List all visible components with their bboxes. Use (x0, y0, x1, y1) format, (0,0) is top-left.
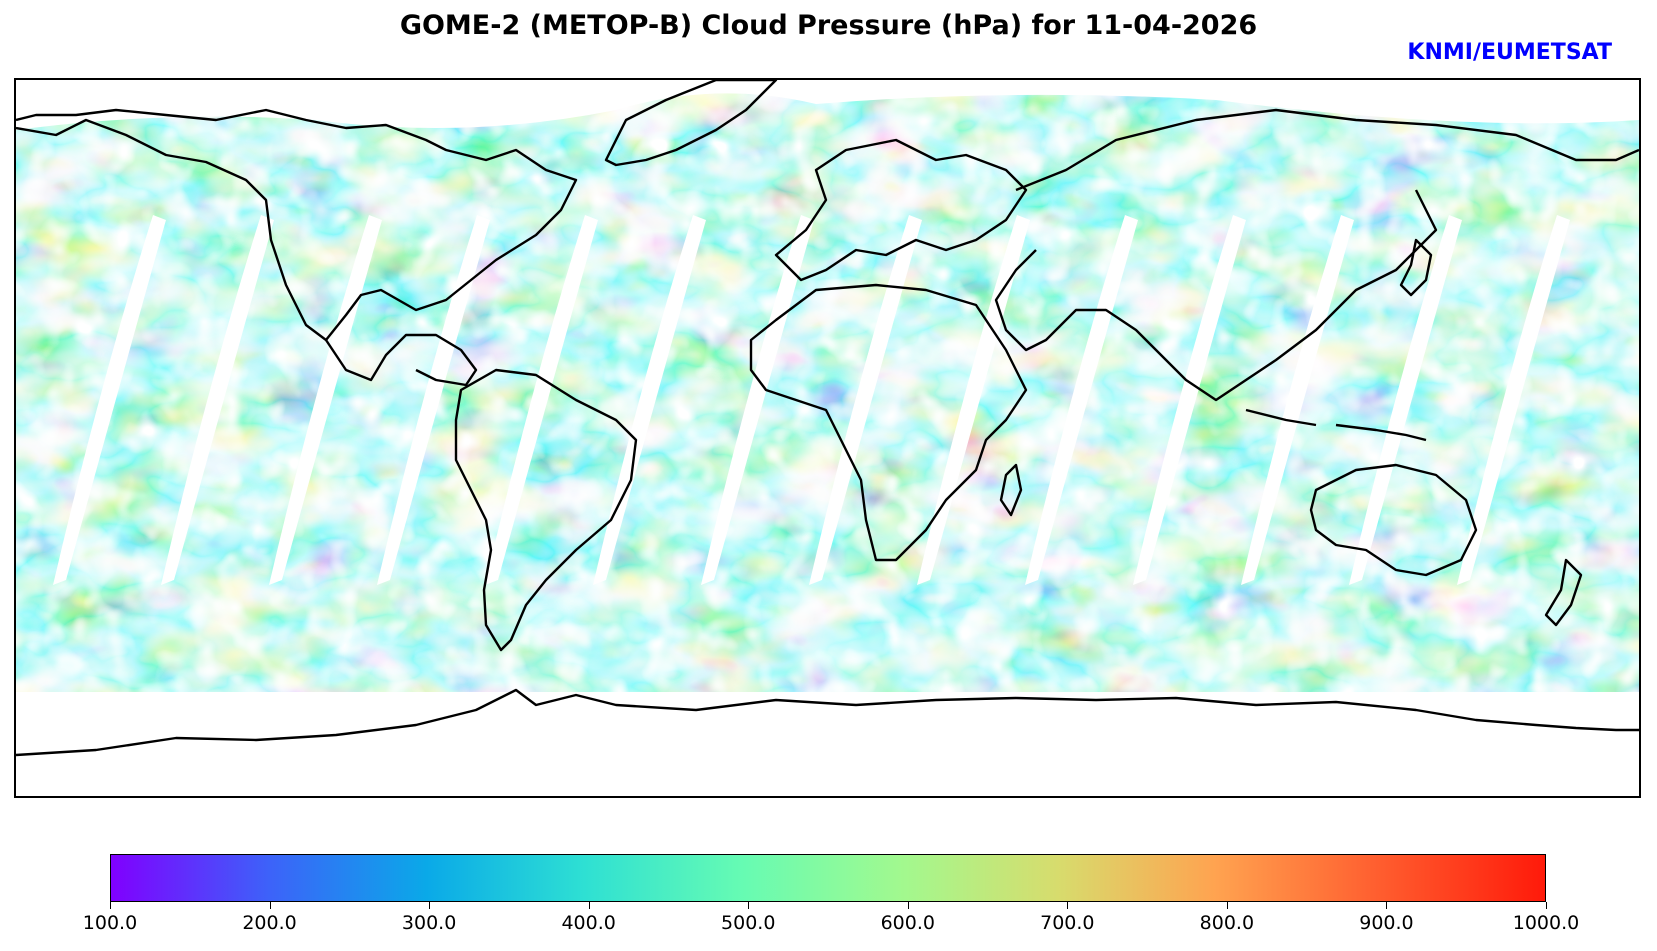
colorbar-tick-label: 400.0 (561, 912, 616, 934)
colorbar-tick-label: 900.0 (1359, 912, 1414, 934)
orbit-gap (1457, 215, 1570, 585)
orbit-gap (1133, 215, 1246, 585)
orbit-gap (53, 215, 166, 585)
japan-coast (1399, 238, 1433, 297)
colorbar-tick-label: 700.0 (1040, 912, 1095, 934)
orbit-gap (809, 215, 922, 585)
orbit-gap (1025, 215, 1138, 585)
asia-coast (994, 108, 1639, 402)
africa-coast (749, 283, 1028, 562)
south-america-coast (454, 368, 638, 652)
orbit-gap (161, 215, 274, 585)
chart-title: GOME-2 (METOP-B) Cloud Pressure (hPa) fo… (399, 10, 1258, 41)
orbit-gap (377, 215, 490, 585)
orbit-gap (701, 215, 814, 585)
colorbar-tick (429, 902, 431, 909)
colorbar-tick-label: 200.0 (242, 912, 297, 934)
colorbar-tick-label: 300.0 (401, 912, 457, 934)
orbit-gap (593, 215, 706, 585)
colorbar-tick-label: 500.0 (721, 912, 776, 934)
colorbar-tick-label: 1000.0 (1512, 912, 1580, 934)
polar-no-data (16, 80, 1639, 796)
colorbar-tick (1386, 902, 1388, 909)
colorbar (110, 854, 1546, 902)
colorbar-tick-label: 600.0 (880, 912, 935, 934)
antarctica-coast (16, 688, 1639, 757)
cloud-pressure-field (16, 90, 1639, 695)
central-america-coast (325, 333, 478, 387)
orbit-gaps (53, 215, 1570, 585)
orbit-gap (1349, 215, 1462, 585)
orbit-gap (485, 215, 598, 585)
colorbar-tick (748, 902, 750, 909)
colorbar-tick (588, 902, 590, 909)
orbit-gap (1241, 215, 1354, 585)
colorbar-tick (907, 902, 909, 909)
colorbar-tick-label: 800.0 (1199, 912, 1255, 934)
orbit-gap (269, 215, 382, 585)
greenland-coast (604, 80, 778, 167)
north-america-coast (16, 108, 578, 342)
credit-label: KNMI/EUMETSAT (1407, 40, 1612, 65)
orbit-gap (917, 215, 1030, 585)
coastlines (16, 80, 1639, 757)
map-panel (14, 78, 1641, 798)
map-canvas (16, 80, 1639, 796)
colorbar-tick (269, 902, 271, 909)
indonesia-coast (1245, 408, 1427, 442)
colorbar-tick (1067, 902, 1069, 909)
colorbar-tick (110, 902, 111, 909)
colorbar-tick-label: 100.0 (82, 912, 138, 934)
australia-coast (1309, 463, 1478, 577)
new-zealand-coast (1544, 558, 1583, 627)
europe-coast (774, 138, 1028, 282)
colorbar-tick (1226, 902, 1228, 909)
colorbar-tick (1546, 902, 1547, 909)
madagascar-coast (999, 463, 1023, 517)
